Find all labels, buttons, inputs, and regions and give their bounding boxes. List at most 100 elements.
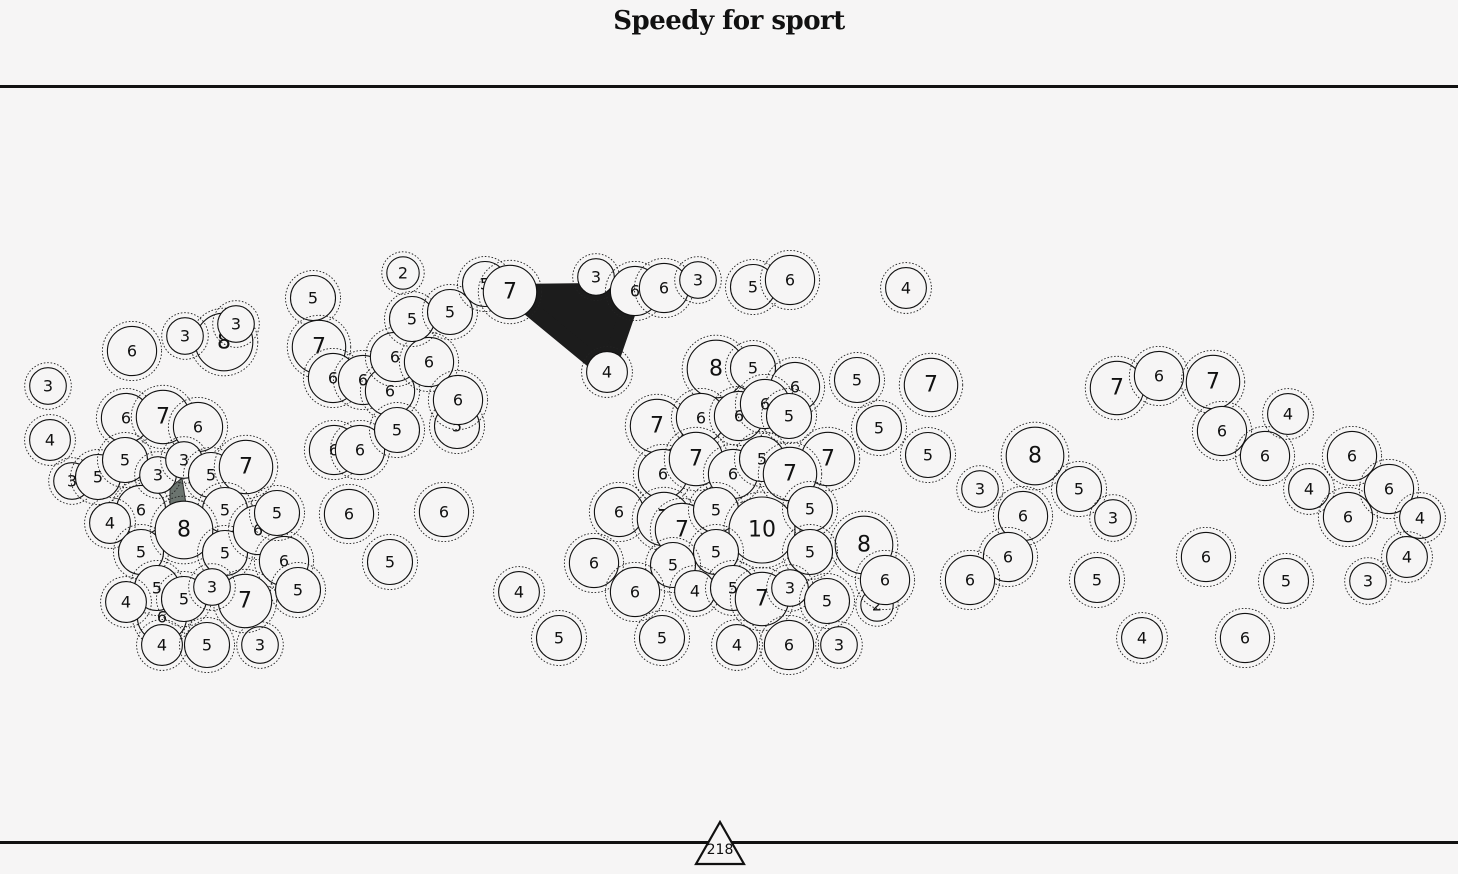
- bubble-halo: [1089, 494, 1137, 542]
- number-bubble[interactable]: 6: [759, 249, 821, 311]
- number-bubble[interactable]: 5: [531, 610, 587, 666]
- number-bubble[interactable]: 6: [1317, 486, 1379, 548]
- number-bubble[interactable]: 3: [161, 312, 209, 360]
- number-bubble[interactable]: 3: [236, 621, 284, 669]
- number-bubble[interactable]: 10: [723, 491, 801, 569]
- number-bubble[interactable]: 4: [24, 414, 76, 466]
- bubble-halo: [604, 561, 666, 623]
- number-bubble[interactable]: 6: [563, 532, 625, 594]
- number-bubble[interactable]: 5: [1258, 553, 1314, 609]
- number-bubble[interactable]: 8: [1000, 421, 1070, 491]
- bubble-value: 6: [127, 342, 137, 361]
- bubble-halo: [477, 259, 543, 325]
- number-bubble[interactable]: 5: [270, 562, 326, 618]
- number-bubble[interactable]: 4: [493, 566, 545, 618]
- number-bubble[interactable]: 7: [1180, 349, 1246, 415]
- bubble-halo: [1381, 531, 1433, 583]
- number-bubble[interactable]: 8: [149, 495, 219, 565]
- number-bubble[interactable]: 6: [854, 549, 916, 611]
- number-bubble[interactable]: 2: [381, 251, 425, 295]
- bubble-value: 3: [67, 472, 77, 491]
- number-bubble[interactable]: 5: [900, 427, 956, 483]
- number-bubble[interactable]: 6: [318, 483, 380, 545]
- number-bubble[interactable]: 7: [477, 259, 543, 325]
- bubble-value: 8: [177, 518, 191, 543]
- number-bubble[interactable]: 5: [688, 524, 744, 580]
- number-bubble[interactable]: 5: [829, 352, 885, 408]
- number-bubble[interactable]: 6: [604, 561, 666, 623]
- bubble-halo: [100, 576, 152, 628]
- number-bubble[interactable]: 4: [880, 262, 932, 314]
- bubble-value: 4: [45, 431, 55, 450]
- bubble-circle: [1326, 430, 1378, 482]
- number-bubble[interactable]: 6: [939, 549, 1001, 611]
- number-bubble[interactable]: 5: [799, 573, 855, 629]
- score-badge: 218: [694, 820, 746, 866]
- number-bubble[interactable]: 5: [422, 284, 478, 340]
- number-bubble[interactable]: 5: [249, 485, 305, 541]
- number-bubble[interactable]: 3: [1344, 557, 1392, 605]
- number-bubble[interactable]: 5: [634, 610, 690, 666]
- number-bubble[interactable]: 4: [1394, 492, 1446, 544]
- bubble-halo: [1175, 526, 1237, 588]
- number-bubble[interactable]: 6: [1358, 458, 1420, 520]
- number-bubble[interactable]: 5: [384, 291, 440, 347]
- number-bubble[interactable]: 5: [369, 402, 425, 458]
- number-bubble[interactable]: 4: [711, 619, 763, 671]
- bubble-halo: [362, 534, 418, 590]
- bubble-halo: [1191, 400, 1253, 462]
- number-bubble[interactable]: 3: [815, 621, 863, 669]
- number-bubble[interactable]: 5: [851, 400, 907, 456]
- bubble-value: 6: [193, 418, 203, 437]
- number-bubble[interactable]: 3: [212, 300, 260, 348]
- number-bubble[interactable]: 7: [212, 568, 278, 634]
- number-bubble[interactable]: 5: [362, 534, 418, 590]
- number-bubble[interactable]: 6: [101, 320, 163, 382]
- number-bubble[interactable]: 3: [956, 465, 1004, 513]
- number-bubble[interactable]: 4: [84, 497, 136, 549]
- number-bubble[interactable]: 8: [681, 334, 751, 404]
- number-bubble[interactable]: 6: [1191, 400, 1253, 462]
- number-bubble[interactable]: 3: [1089, 494, 1137, 542]
- bubble-value: 8: [709, 357, 723, 382]
- number-bubble[interactable]: 6: [398, 331, 460, 393]
- number-bubble[interactable]: 6: [167, 396, 229, 458]
- number-bubble[interactable]: 3: [188, 563, 236, 611]
- number-bubble[interactable]: 6: [1234, 425, 1296, 487]
- number-bubble[interactable]: 4: [1262, 388, 1314, 440]
- number-bubble[interactable]: 4: [1116, 612, 1168, 664]
- number-bubble[interactable]: 7: [213, 434, 279, 500]
- number-bubble[interactable]: 6: [1214, 607, 1276, 669]
- bubble-circle: [29, 367, 67, 405]
- number-bubble[interactable]: 5: [179, 617, 235, 673]
- number-bubble[interactable]: 5: [1051, 461, 1107, 517]
- number-bubble[interactable]: 4: [1381, 531, 1433, 583]
- bubble-halo: [1214, 607, 1276, 669]
- bubble-halo: [24, 362, 72, 410]
- number-bubble[interactable]: 6: [427, 369, 489, 431]
- number-bubble[interactable]: 5: [782, 481, 838, 537]
- number-bubble[interactable]: 7: [898, 352, 964, 418]
- bubble-value: 5: [1074, 480, 1084, 499]
- number-bubble[interactable]: 6: [1321, 425, 1383, 487]
- bubble-value: 5: [852, 371, 862, 390]
- number-bubble[interactable]: 4: [100, 576, 152, 628]
- number-bubble[interactable]: 5: [761, 388, 817, 444]
- bubble-circle: [426, 288, 474, 336]
- number-bubble[interactable]: 3: [24, 362, 72, 410]
- number-bubble[interactable]: 3: [674, 256, 722, 304]
- number-bubble[interactable]: 4: [581, 346, 633, 398]
- game-title: Speedy for sport: [613, 6, 845, 36]
- number-bubble[interactable]: 6: [758, 614, 820, 676]
- number-bubble[interactable]: 5: [1069, 552, 1125, 608]
- number-bubble[interactable]: 5: [782, 524, 838, 580]
- number-bubble[interactable]: 4: [1283, 463, 1335, 515]
- number-bubble[interactable]: 6: [1175, 526, 1237, 588]
- number-bubble[interactable]: 6: [1128, 345, 1190, 407]
- number-bubble[interactable]: 6: [413, 481, 475, 543]
- bubble-value: 6: [790, 378, 800, 397]
- number-bubble[interactable]: 5: [285, 270, 341, 326]
- bubble-circle: [944, 554, 996, 606]
- bubble-halo: [286, 314, 352, 380]
